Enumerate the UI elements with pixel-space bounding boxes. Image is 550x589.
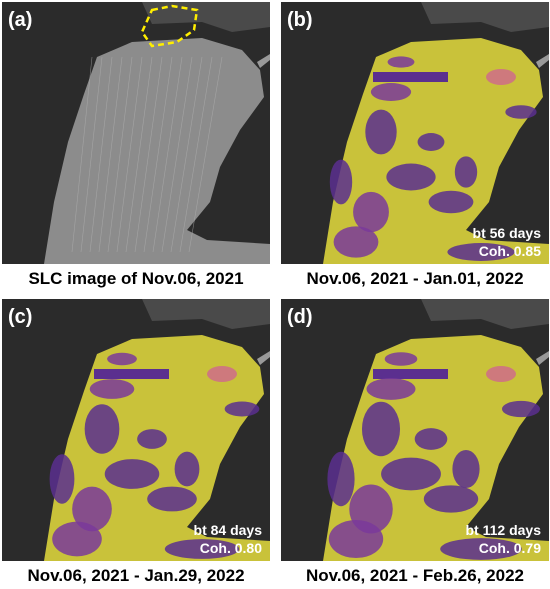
highlight-outline [140,4,199,48]
annotation: bt 112 days [466,522,542,538]
edge-pink [207,366,237,382]
low-coherence [89,379,135,399]
low-coherence [164,539,240,559]
panel: bt 56 days Coh. 0.85 (b) Nov.06, 2021 - Jan… [281,2,549,288]
low-coherence [384,352,418,366]
street [152,56,183,253]
low-coherence [329,159,353,205]
low-coherence [353,191,389,233]
street [161,56,193,253]
street [179,56,213,253]
street [116,56,143,253]
low-coherence [454,156,478,188]
annotation: Coh. 0.85 [479,243,541,259]
low-coherence [84,404,120,454]
park [373,369,448,379]
low-coherence [501,400,541,418]
low-coherence [452,449,480,489]
pier [257,351,270,365]
park [373,72,448,82]
low-coherence [447,243,515,261]
low-coherence [137,429,167,449]
caption: Nov.06, 2021 - Jan.01, 2022 [306,269,523,288]
panel: bt 84 days Coh. 0.80 (c) Nov.06, 2021 - Jan… [2,299,270,585]
street [143,56,173,253]
caption: Nov.06, 2021 - Jan.29, 2022 [27,566,244,585]
annotation: bt 56 days [473,225,542,241]
low-coherence [333,226,379,258]
street [125,56,153,253]
low-coherence [224,401,260,417]
panel: (a) SLC image of Nov.06, 2021 [2,2,270,288]
low-coherence [52,521,102,557]
street [188,56,223,253]
annotation: Coh. 0.79 [479,540,541,556]
street [98,56,123,253]
low-coherence [104,459,160,489]
low-coherence [366,378,416,400]
low-coherence [361,401,401,457]
street [170,56,203,253]
low-coherence [328,519,384,559]
street [89,56,113,253]
low-coherence [107,352,137,366]
street [71,56,93,253]
land [44,38,270,264]
caption: Nov.06, 2021 - Feb.26, 2022 [306,566,524,585]
edge-pink [486,366,516,382]
low-coherence [414,428,448,450]
bay-shore [142,2,270,32]
low-coherence [147,486,197,512]
low-coherence [174,451,200,487]
panel-label: (d) [287,306,313,328]
street [107,56,133,253]
low-coherence [49,454,75,504]
low-coherence [505,105,537,119]
caption: SLC image of Nov.06, 2021 [28,269,243,288]
low-coherence [423,485,479,513]
annotation: Coh. 0.80 [200,540,262,556]
pier [257,54,270,68]
street [80,56,103,253]
panel-label: (a) [8,9,32,31]
street [134,56,163,253]
low-coherence [387,56,415,68]
low-coherence [440,538,522,560]
low-coherence [417,133,445,151]
low-coherence [386,163,436,191]
annotation: bt 84 days [194,522,263,538]
panel-label: (b) [287,9,313,31]
panel: bt 112 days Coh. 0.79 (d) Nov.06, 2021 - Fe… [281,299,549,585]
pier [536,351,549,365]
low-coherence [370,83,412,101]
bay-shore [421,299,549,329]
panel-label: (c) [8,306,32,328]
bay-shore [421,2,549,32]
low-coherence [381,457,441,491]
bay-shore [142,299,270,329]
low-coherence [365,109,397,155]
park [94,369,169,379]
low-coherence [72,486,112,532]
pier [536,54,549,68]
low-coherence [327,451,355,507]
low-coherence [428,190,474,214]
edge-pink [486,69,516,85]
